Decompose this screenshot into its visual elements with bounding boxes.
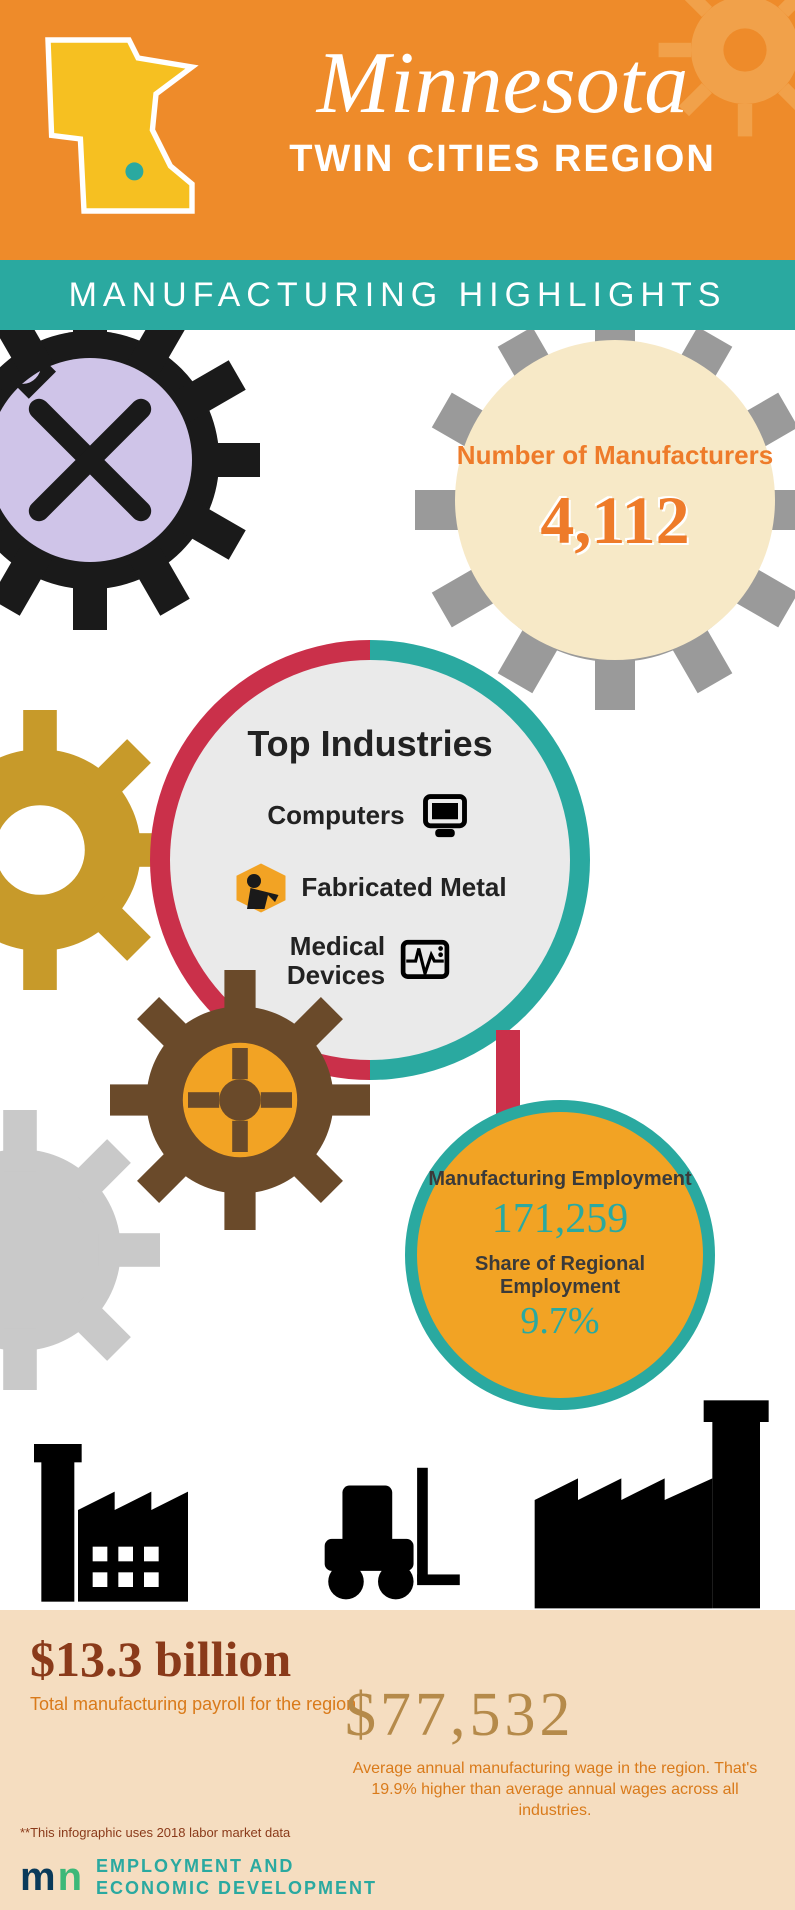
industry-metal: Fabricated Metal bbox=[233, 860, 506, 916]
factory-row bbox=[0, 1390, 795, 1610]
brown-gear-icon bbox=[110, 970, 370, 1230]
monitor-icon bbox=[397, 933, 453, 989]
wage-value: $77,532 bbox=[345, 1680, 765, 1751]
tools-gear-icon bbox=[0, 330, 260, 630]
forklift-icon bbox=[288, 1450, 468, 1610]
industry-computers: Computers bbox=[267, 788, 472, 844]
mn-logo-icon: mn bbox=[20, 1855, 84, 1900]
factory-icon bbox=[513, 1390, 773, 1610]
employment-value1: 171,259 bbox=[492, 1195, 629, 1243]
manufacturers-stat: Number of Manufacturers 4,112 bbox=[455, 340, 775, 660]
org-name: EMPLOYMENT ANDECONOMIC DEVELOPMENT bbox=[96, 1856, 377, 1899]
header-subtitle: TWIN CITIES REGION bbox=[230, 138, 775, 181]
industry-label: Computers bbox=[267, 800, 404, 831]
header: Minnesota TWIN CITIES REGION bbox=[0, 0, 795, 260]
header-title: Minnesota bbox=[230, 40, 775, 128]
header-text: Minnesota TWIN CITIES REGION bbox=[230, 40, 775, 181]
org-logo: mn EMPLOYMENT ANDECONOMIC DEVELOPMENT bbox=[20, 1855, 377, 1900]
manufacturers-value: 4,112 bbox=[540, 481, 689, 560]
wage-description: Average annual manufacturing wage in the… bbox=[345, 1759, 765, 1821]
footer: $13.3 billion Total manufacturing payrol… bbox=[0, 1610, 795, 1910]
wage-block: $77,532 Average annual manufacturing wag… bbox=[345, 1680, 765, 1821]
top-industries-title: Top Industries bbox=[247, 723, 492, 765]
org-text: EMPLOYMENT ANDECONOMIC DEVELOPMENT bbox=[96, 1856, 377, 1898]
employment-value2: 9.7% bbox=[520, 1299, 599, 1343]
minnesota-map-icon bbox=[30, 30, 210, 230]
industry-label: Fabricated Metal bbox=[301, 872, 506, 903]
banner-text: MANUFACTURING HIGHLIGHTS bbox=[69, 276, 727, 315]
welder-icon bbox=[233, 860, 289, 916]
employment-label1: Manufacturing Employment bbox=[428, 1168, 691, 1191]
footnote: **This infographic uses 2018 labor marke… bbox=[20, 1825, 290, 1840]
employment-label2: Share of Regional Employment bbox=[417, 1253, 703, 1299]
banner: MANUFACTURING HIGHLIGHTS bbox=[0, 260, 795, 330]
factory-icon bbox=[23, 1410, 243, 1610]
manufacturers-label: Number of Manufacturers bbox=[457, 440, 773, 471]
computer-icon bbox=[417, 788, 473, 844]
employment-stat: Manufacturing Employment 171,259 Share o… bbox=[405, 1100, 715, 1410]
main-canvas: Number of Manufacturers 4,112 bbox=[0, 330, 795, 1610]
